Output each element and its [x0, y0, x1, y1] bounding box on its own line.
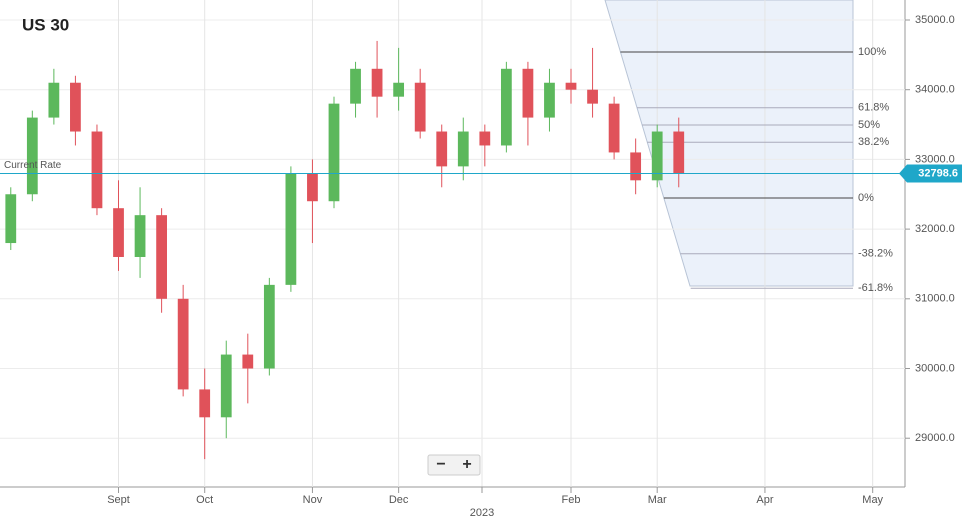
- x-tick-label: Apr: [756, 494, 773, 506]
- candle-body: [608, 103, 620, 153]
- year-label: 2023: [470, 507, 494, 519]
- y-tick-label: 35000.0: [915, 14, 955, 26]
- fib-label: 61.8%: [858, 102, 889, 114]
- fib-label: 50%: [858, 119, 880, 131]
- candle-body: [522, 68, 534, 118]
- x-tick-label: Nov: [303, 494, 323, 506]
- x-tick-label: Sept: [107, 494, 130, 506]
- candle-body: [134, 215, 146, 257]
- y-tick-label: 30000.0: [915, 362, 955, 374]
- candle-body: [285, 173, 297, 285]
- candle-body: [371, 68, 383, 97]
- candle-body: [328, 103, 340, 202]
- current-rate-label: Current Rate: [4, 160, 62, 171]
- candle-body: [5, 194, 17, 244]
- candle-body: [393, 82, 405, 97]
- candle-body: [544, 82, 555, 118]
- fib-label: -61.8%: [858, 282, 893, 294]
- candle-body: [673, 131, 685, 174]
- candle-body: [48, 82, 60, 118]
- y-tick-label: 32000.0: [915, 223, 955, 235]
- x-tick-label: Mar: [648, 494, 667, 506]
- fib-label: 100%: [858, 46, 886, 58]
- zoom-controls: − +: [427, 454, 481, 476]
- candle-body: [651, 131, 663, 181]
- candle-body: [156, 215, 167, 299]
- candle-body: [177, 298, 189, 390]
- fib-label: 0%: [858, 192, 874, 204]
- x-tick-label: Feb: [562, 494, 581, 506]
- candle-body: [500, 68, 512, 146]
- chart-title: US 30: [22, 15, 69, 34]
- fib-area: [604, 0, 854, 287]
- candle-body: [457, 131, 469, 167]
- rate-badge-value: 32798.6: [918, 167, 958, 179]
- candle-body: [263, 284, 275, 369]
- candle-body: [220, 354, 232, 418]
- x-tick-label: May: [862, 494, 883, 506]
- candle-body: [414, 82, 426, 132]
- candle-body: [113, 208, 124, 257]
- zoom-in[interactable]: +: [462, 456, 471, 473]
- y-tick-label: 29000.0: [915, 432, 955, 444]
- y-tick-label: 34000.0: [915, 84, 955, 96]
- candle-body: [91, 131, 103, 209]
- candle-body: [242, 354, 254, 369]
- candle-body: [479, 131, 491, 146]
- fib-label: -38.2%: [858, 248, 893, 260]
- candle-body: [565, 82, 577, 90]
- zoom-out[interactable]: −: [436, 456, 445, 473]
- y-tick-label: 31000.0: [915, 293, 955, 305]
- candle-body: [26, 117, 38, 195]
- candle-body: [630, 152, 642, 181]
- fib-label: 38.2%: [858, 136, 889, 148]
- x-tick-label: Dec: [389, 494, 409, 506]
- candle-body: [199, 389, 211, 418]
- candle-body: [587, 89, 598, 104]
- candle-body: [70, 82, 81, 132]
- x-tick-label: Oct: [196, 494, 213, 506]
- y-tick-label: 33000.0: [915, 153, 955, 165]
- rate-badge: [899, 164, 962, 183]
- candle-body: [350, 68, 361, 104]
- candle-body: [307, 173, 318, 202]
- zoom-box: [427, 454, 481, 476]
- candle-body: [436, 131, 448, 167]
